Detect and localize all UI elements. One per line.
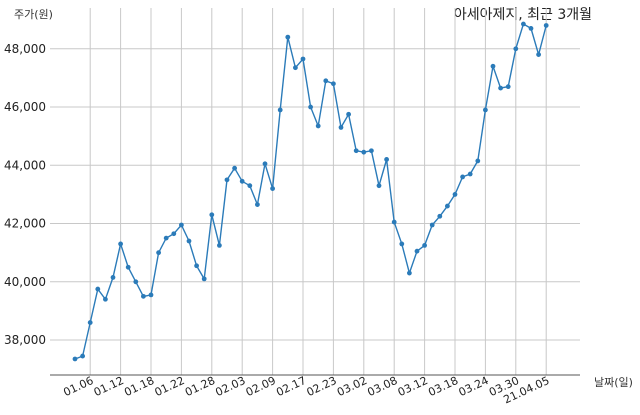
data-point (247, 183, 253, 189)
x-axis-label: 날짜(일) (594, 375, 633, 389)
data-point (498, 85, 503, 91)
data-point (87, 320, 93, 325)
data-point (293, 65, 298, 71)
price-series (72, 21, 549, 362)
data-point (209, 212, 215, 218)
data-point (80, 353, 85, 359)
data-point (543, 23, 549, 28)
data-point (376, 183, 382, 189)
data-point (467, 171, 473, 177)
data-point (483, 107, 488, 113)
vertical-gridlines (89, 8, 547, 375)
data-point (346, 111, 351, 117)
data-point (460, 174, 465, 180)
data-point (513, 46, 519, 52)
data-point (399, 241, 405, 247)
data-point (224, 177, 230, 183)
y-tick-labels: 38,000 40,000 42,000 44,000 46,000 48,000 (4, 42, 46, 347)
data-point (141, 293, 146, 299)
x-tick-label: 02.03 (213, 374, 247, 399)
data-point (179, 222, 184, 228)
data-point (490, 63, 496, 69)
x-tick-label: 03.08 (365, 374, 399, 399)
data-point (217, 242, 222, 248)
data-point (163, 235, 169, 241)
x-tick-label: 03.18 (426, 374, 460, 399)
data-point (300, 56, 306, 62)
data-point (475, 158, 481, 164)
y-tick-label: 40,000 (4, 275, 46, 289)
data-point (285, 34, 291, 40)
data-point (429, 222, 435, 228)
data-point (110, 275, 116, 280)
data-point (277, 107, 283, 113)
chart-title: 아세아제지, 최근 3개월 (454, 7, 592, 23)
data-point (437, 213, 443, 219)
data-point (338, 125, 344, 130)
x-tick-label: 01.28 (183, 374, 217, 399)
y-tick-label: 48,000 (4, 42, 46, 56)
data-point (331, 81, 336, 87)
data-point (156, 250, 162, 256)
data-point (445, 203, 450, 209)
x-tick-label: 01.18 (122, 374, 156, 399)
data-point (391, 219, 397, 225)
data-point (118, 241, 123, 247)
y-tick-label: 42,000 (4, 217, 46, 231)
data-point (422, 242, 427, 248)
data-point (452, 192, 458, 197)
data-point (148, 292, 154, 298)
data-point (232, 165, 238, 171)
data-point (103, 296, 108, 302)
data-point (528, 25, 534, 31)
data-point (255, 202, 260, 208)
x-tick-label: 02.23 (305, 374, 339, 399)
data-point (270, 186, 275, 191)
data-point (407, 270, 412, 276)
y-tick-label: 44,000 (4, 158, 46, 172)
data-point (414, 248, 420, 254)
y-axis-label: 주가(원) (14, 8, 53, 21)
data-point (536, 52, 541, 58)
data-point (95, 286, 101, 292)
data-point (186, 238, 192, 244)
x-tick-label: 01.06 (61, 374, 95, 399)
x-tick-label: 02.17 (274, 374, 308, 399)
data-point (369, 148, 374, 154)
data-point (133, 279, 139, 285)
data-point (171, 231, 177, 237)
x-tick-label: 03.12 (396, 374, 430, 399)
horizontal-gridlines (50, 48, 580, 341)
x-tick-label: 01.22 (153, 374, 187, 399)
data-point (262, 161, 268, 167)
x-tick-label: 03.24 (457, 374, 491, 399)
data-point (239, 178, 245, 184)
data-point (521, 21, 526, 27)
data-point (194, 263, 200, 269)
data-point (315, 123, 321, 129)
y-tick-label: 38,000 (4, 333, 46, 347)
series-line (74, 22, 547, 360)
y-tick-label: 46,000 (4, 100, 46, 114)
data-point (505, 84, 511, 90)
x-tick-label: 02.09 (244, 374, 278, 399)
data-point (72, 356, 78, 362)
x-tick-label: 01.12 (92, 374, 126, 399)
x-tick-label: 03.02 (335, 374, 369, 399)
data-point (201, 276, 207, 282)
data-point (384, 157, 389, 162)
data-point (323, 78, 329, 84)
data-point (125, 264, 131, 270)
data-point (353, 148, 359, 154)
data-point (308, 104, 313, 110)
x-tick-labels: 01.0601.1201.1801.2201.2802.0302.0902.17… (61, 374, 551, 406)
data-point (361, 149, 367, 155)
